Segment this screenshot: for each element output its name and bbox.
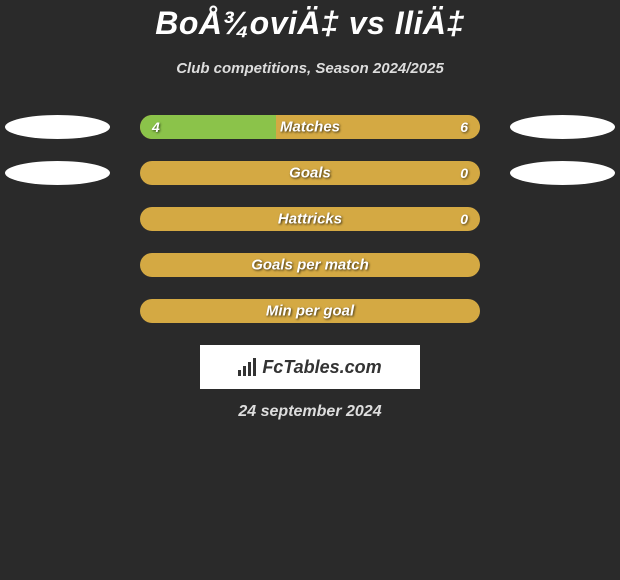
- team-badge-right: [510, 115, 615, 139]
- chart-icon: [238, 358, 256, 376]
- stat-row: Hattricks 0: [0, 207, 620, 231]
- stat-row: Goals 0: [0, 161, 620, 185]
- stat-label: Min per goal: [266, 303, 354, 320]
- badge-left: [5, 207, 110, 231]
- stats-panel: BoÅ¾oviÄ‡ vs IliÄ‡ Club competitions, Se…: [0, 0, 620, 421]
- badge-left: [5, 115, 110, 139]
- stat-row: Min per goal: [0, 299, 620, 323]
- badge-right: [510, 299, 615, 323]
- badge-right: [510, 161, 615, 185]
- stat-bar: Hattricks 0: [140, 207, 480, 231]
- page-title: BoÅ¾oviÄ‡ vs IliÄ‡: [0, 5, 620, 42]
- badge-left: [5, 253, 110, 277]
- badge-right: [510, 115, 615, 139]
- stat-value-right: 0: [460, 165, 468, 181]
- subtitle: Club competitions, Season 2024/2025: [0, 60, 620, 77]
- bar-left-fill: [140, 115, 276, 139]
- team-badge-right: [510, 161, 615, 185]
- stat-label: Goals: [289, 165, 331, 182]
- stat-row: Goals per match: [0, 253, 620, 277]
- stat-row: Matches 4 6: [0, 115, 620, 139]
- stats-container: Matches 4 6 Goals 0 Hattricks 0 Goals per match…: [0, 115, 620, 323]
- stat-value-left: 4: [152, 119, 160, 135]
- stat-bar: Min per goal: [140, 299, 480, 323]
- stat-label: Hattricks: [278, 211, 342, 228]
- stat-bar: Goals 0: [140, 161, 480, 185]
- badge-left: [5, 299, 110, 323]
- stat-value-right: 6: [460, 119, 468, 135]
- stat-bar: Matches 4 6: [140, 115, 480, 139]
- date-label: 24 september 2024: [0, 403, 620, 421]
- stat-label: Matches: [280, 119, 340, 136]
- logo-label: FcTables.com: [262, 357, 381, 378]
- stat-value-right: 0: [460, 211, 468, 227]
- logo: FcTables.com: [238, 357, 381, 378]
- stat-bar: Goals per match: [140, 253, 480, 277]
- team-badge-left: [5, 115, 110, 139]
- team-badge-left: [5, 161, 110, 185]
- badge-right: [510, 207, 615, 231]
- badge-right: [510, 253, 615, 277]
- stat-label: Goals per match: [251, 257, 369, 274]
- badge-left: [5, 161, 110, 185]
- logo-box[interactable]: FcTables.com: [200, 345, 420, 389]
